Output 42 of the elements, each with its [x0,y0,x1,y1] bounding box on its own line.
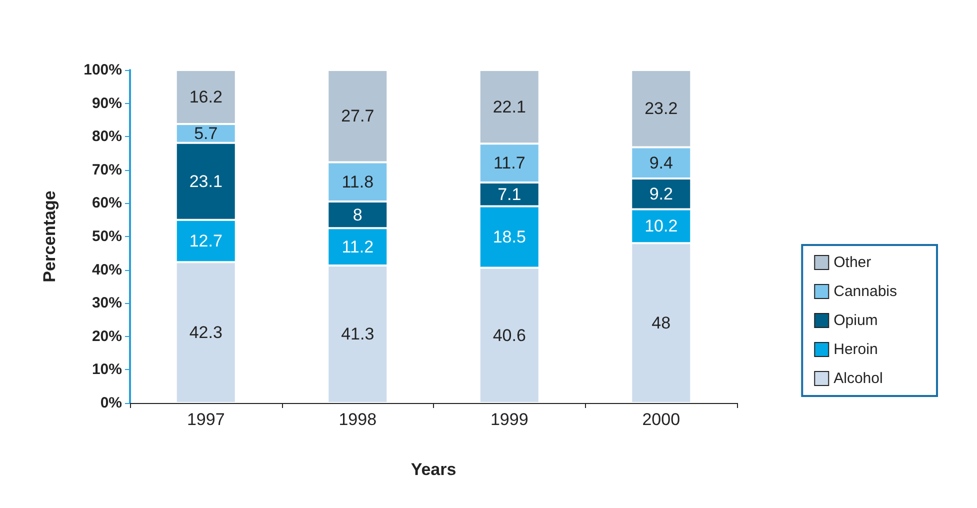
y-axis-title: Percentage [40,190,59,282]
data-label: 23.2 [644,99,678,118]
data-label: 7.1 [498,184,522,204]
x-tick-label: 1999 [490,410,528,429]
data-label: 23.1 [189,172,222,191]
y-tick-label: 20% [92,328,122,345]
data-label: 9.2 [649,184,673,204]
data-label: 27.7 [341,106,374,126]
data-label: 22.1 [492,97,526,116]
x-tick-label: 1997 [186,410,225,429]
y-tick-label: 10% [92,361,122,378]
legend-label: Opium [834,312,878,329]
data-label: 40.6 [492,326,526,345]
y-tick-label: 90% [92,94,122,112]
y-tick-label: 40% [92,261,122,278]
x-tick-label: 1998 [338,410,377,429]
legend-label: Cannabis [834,283,898,300]
y-tick-label: 60% [92,194,122,212]
y-tick-label: 30% [92,294,122,312]
legend-label: Heroin [834,341,878,358]
data-label: 42.3 [189,323,222,342]
data-label: 11.8 [342,172,374,192]
data-label: 8 [352,205,362,224]
legend-label: Alcohol [834,370,883,387]
data-label: 12.7 [189,231,222,250]
y-tick-label: 0% [100,394,122,412]
y-tick-label: 100% [84,62,122,78]
data-label: 11.2 [342,237,374,256]
data-label: 48 [652,314,671,333]
data-label: 5.7 [194,124,218,143]
data-label: 10.2 [644,216,678,236]
data-label: 9.4 [649,153,673,172]
data-label: 16.2 [189,87,222,106]
data-label: 18.5 [492,228,526,246]
y-tick-label: 80% [92,128,122,146]
data-label: 11.7 [493,154,526,173]
x-axis-title: Years [410,460,456,479]
legend-label: Other [834,254,872,271]
y-tick-label: 50% [92,228,122,245]
y-tick-label: 70% [92,161,122,178]
x-tick-label: 2000 [642,410,680,429]
data-label: 41.3 [341,324,374,344]
